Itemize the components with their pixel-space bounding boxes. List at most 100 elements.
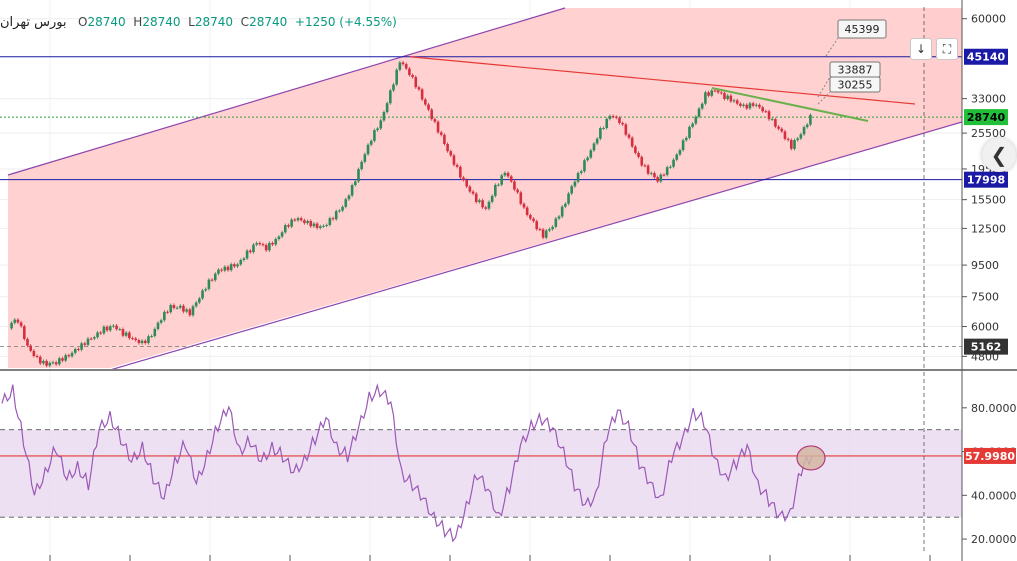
future-zone-fill <box>924 8 962 134</box>
candle-body <box>729 95 733 102</box>
candle-body <box>252 244 255 253</box>
candle-body <box>535 221 539 230</box>
candle-body <box>143 340 147 344</box>
candle-body <box>637 152 640 157</box>
candle-body <box>318 226 322 228</box>
candle-body <box>172 305 176 308</box>
open-label: O <box>78 15 88 29</box>
candle-body <box>338 210 341 212</box>
candle-body <box>710 90 714 96</box>
candle-body <box>770 119 774 121</box>
candle-body <box>45 360 48 366</box>
candle-body <box>656 177 659 182</box>
price-badges: 45140 28740 17998 5162 57.9980 <box>964 48 1016 464</box>
candle-body <box>586 157 589 161</box>
axis-tick-label: 7500 <box>971 291 999 304</box>
candle-body <box>26 338 29 346</box>
candle-body <box>802 127 806 135</box>
scroll-right-button[interactable]: ❮ <box>982 138 1016 172</box>
candle-body <box>93 337 96 339</box>
candle-body <box>755 104 758 106</box>
candle-body <box>299 218 303 221</box>
candle-body <box>389 90 392 104</box>
candle-body <box>478 200 481 203</box>
candle-body <box>19 322 23 327</box>
candle-body <box>398 62 402 70</box>
arrow-down-icon[interactable]: ↓ <box>910 38 932 60</box>
candle-body <box>89 338 93 340</box>
candle-body <box>630 137 634 147</box>
callout-box[interactable] <box>829 76 881 93</box>
symbol-header: بورس تهران O28740 H28740 L28740 C28740 +… <box>0 15 397 30</box>
candle-body <box>369 140 373 145</box>
rsi-highlight-circle[interactable] <box>796 445 826 471</box>
channel-upper-line[interactable] <box>7 7 566 176</box>
candle-body <box>61 358 64 361</box>
candle-body <box>500 175 504 185</box>
badge-rsi-value-label: 57.9980 <box>965 450 1015 463</box>
candle-body <box>201 290 204 299</box>
candle-body <box>124 332 128 336</box>
candle-body <box>614 116 618 118</box>
close-value: 28740 <box>249 15 288 29</box>
badge-last-price-label: 28740 <box>967 111 1006 124</box>
candle-body <box>80 343 83 350</box>
candle-body <box>379 120 383 129</box>
candle-body <box>354 181 357 186</box>
candle-body <box>118 329 122 331</box>
candle-body <box>519 192 523 204</box>
candle-body <box>255 243 258 245</box>
candle-body <box>551 226 554 230</box>
change-value: +1250 (+4.55%) <box>294 15 397 29</box>
candle-body <box>774 119 777 127</box>
candle-body <box>293 219 297 221</box>
candle-body <box>764 111 768 113</box>
candle-body <box>567 193 570 204</box>
badge-resistance-label: 45140 <box>967 51 1006 64</box>
candle-body <box>54 362 58 365</box>
candle-body <box>248 250 252 253</box>
candle-body <box>194 302 198 307</box>
candle-body <box>509 176 513 182</box>
candle-body <box>366 144 370 155</box>
candle-body <box>42 360 45 364</box>
candle-body <box>474 193 478 203</box>
candle-body <box>376 128 379 131</box>
red-trendline[interactable] <box>409 56 916 105</box>
candle-body <box>538 229 542 231</box>
candle-body <box>704 92 707 104</box>
candle-body <box>331 218 335 220</box>
channel-lower-line[interactable] <box>110 121 962 370</box>
candle-body <box>156 322 160 329</box>
candle-body <box>780 128 784 132</box>
callout-box[interactable] <box>837 19 887 39</box>
candle-body <box>131 338 134 340</box>
axis-tick-label: 33000 <box>971 93 1006 106</box>
candle-body <box>357 169 360 182</box>
candle-body <box>735 100 739 104</box>
candle-body <box>573 181 577 187</box>
candle-body <box>191 306 195 316</box>
candle-body <box>777 126 780 129</box>
candle-body <box>51 362 55 364</box>
candle-body <box>29 345 32 351</box>
candle-body <box>494 184 497 196</box>
candle-body <box>137 340 141 344</box>
green-trendline[interactable] <box>711 87 869 122</box>
candle-body <box>783 131 787 139</box>
candle-body <box>23 326 26 339</box>
candle-body <box>322 225 325 227</box>
candle-body <box>38 356 42 364</box>
candle-body <box>767 111 771 120</box>
candle-body <box>198 298 201 303</box>
candle-body <box>48 362 52 366</box>
callouts: 45399 33887 30255 <box>817 19 887 105</box>
candle-body <box>557 216 561 219</box>
candle-body <box>236 264 239 267</box>
fullscreen-icon[interactable]: ⛶ <box>936 38 958 60</box>
axis-tick-label: 25500 <box>971 127 1006 140</box>
candle-body <box>723 93 726 100</box>
candle-body <box>433 119 437 122</box>
symbol-name[interactable]: بورس تهران <box>0 15 67 30</box>
